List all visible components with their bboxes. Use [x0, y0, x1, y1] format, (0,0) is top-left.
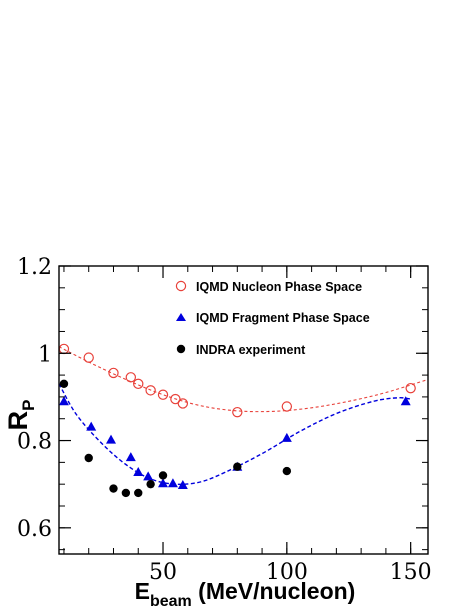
y-axis-title-main: R	[3, 411, 33, 431]
fit-curves	[58, 346, 429, 486]
data-point-nucleon	[281, 401, 293, 412]
legend: IQMD Nucleon Phase Space IQMD Fragment P…	[175, 280, 370, 357]
data-point-fragment	[86, 421, 97, 431]
data-point-nucleon	[108, 367, 119, 379]
data-point-fragment	[143, 471, 154, 481]
legend-label-fragment: IQMD Fragment Phase Space	[196, 311, 370, 325]
fit-curve-nucleon	[58, 346, 429, 413]
data-point-fragment	[125, 452, 136, 462]
x-axis-title: Ebeam (MeV/nucleon)	[135, 578, 356, 607]
data-point-nucleon	[177, 398, 189, 409]
data-point-nucleon	[83, 352, 94, 363]
x-tick-labels: 50 100 150	[149, 560, 432, 585]
y-axis-title-sub: P	[19, 400, 38, 411]
fit-curve-fragment	[58, 383, 411, 486]
data-point-indra	[121, 488, 131, 498]
legend-marker-open-circle	[175, 280, 187, 292]
data-points	[58, 343, 416, 498]
x-axis-title-sub: beam	[150, 593, 192, 607]
data-point-fragment	[158, 478, 169, 488]
axis-ticks	[59, 265, 428, 554]
plot-frame	[58, 265, 429, 555]
y-tick-labels: 0.6 0.8 1 1.2	[17, 255, 52, 542]
data-point-indra	[134, 488, 143, 498]
legend-entry-nucleon: IQMD Nucleon Phase Space	[175, 280, 362, 294]
y-axis-title: RP	[3, 400, 38, 431]
data-point-nucleon	[125, 372, 137, 383]
y-tick-label: 0.8	[17, 430, 52, 455]
legend-marker-triangle	[176, 313, 186, 321]
x-tick-label: 100	[266, 560, 308, 585]
data-point-fragment	[177, 480, 188, 490]
data-point-indra	[84, 453, 93, 463]
data-point-nucleon	[145, 385, 156, 396]
data-point-nucleon	[405, 382, 416, 394]
data-point-fragment	[281, 432, 292, 442]
data-point-indra	[59, 379, 69, 389]
legend-marker-filled-circle	[176, 344, 186, 354]
data-point-fragment	[167, 478, 178, 488]
data-point-fragment	[58, 396, 69, 406]
x-axis-title-unit: (MeV/nucleon)	[192, 578, 356, 604]
legend-entry-indra: INDRA experiment	[176, 343, 306, 357]
legend-entry-fragment: IQMD Fragment Phase Space	[176, 311, 370, 325]
x-tick-label: 50	[149, 560, 177, 585]
data-point-fragment	[133, 466, 144, 476]
x-axis-title-main: E	[135, 578, 150, 604]
data-point-indra	[109, 484, 118, 493]
y-tick-label: 0.6	[17, 517, 52, 542]
data-point-nucleon	[232, 406, 243, 418]
data-point-indra	[282, 466, 292, 476]
data-point-nucleon	[170, 393, 181, 405]
data-point-fragment	[106, 434, 117, 444]
y-tick-label: 1	[38, 342, 52, 367]
data-point-nucleon	[133, 378, 144, 390]
data-point-nucleon	[58, 343, 70, 355]
x-tick-label: 150	[390, 560, 432, 585]
legend-label-nucleon: IQMD Nucleon Phase Space	[196, 280, 362, 294]
data-point-indra	[158, 471, 168, 480]
legend-label-indra: INDRA experiment	[196, 343, 306, 357]
data-point-indra	[233, 462, 242, 471]
data-point-indra	[146, 479, 155, 489]
data-point-fragment	[400, 396, 411, 406]
data-point-nucleon	[157, 389, 169, 400]
y-tick-label: 1.2	[17, 255, 52, 280]
